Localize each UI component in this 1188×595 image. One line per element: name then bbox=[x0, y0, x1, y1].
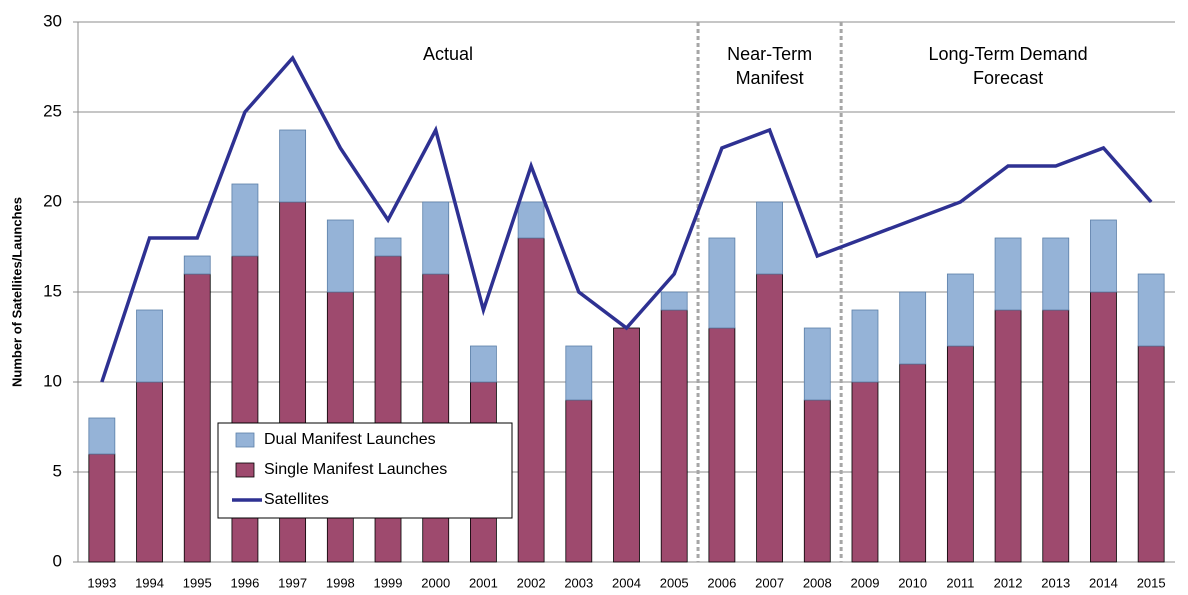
x-tick-label: 1998 bbox=[326, 575, 355, 590]
x-tick-label: 2004 bbox=[612, 575, 641, 590]
x-tick-label: 1994 bbox=[135, 575, 164, 590]
bar-segment bbox=[899, 291, 927, 365]
x-tick-label: 2015 bbox=[1137, 575, 1166, 590]
bar-segment bbox=[565, 399, 593, 563]
y-tick-label: 20 bbox=[43, 191, 62, 210]
x-tick-label: 2000 bbox=[421, 575, 450, 590]
bar-segment bbox=[803, 399, 831, 563]
y-axis-title: Number of Satellites/Launches bbox=[9, 197, 24, 387]
bar-segment bbox=[946, 273, 974, 347]
bar-segment bbox=[994, 309, 1022, 563]
x-tick-label: 2003 bbox=[564, 575, 593, 590]
region-label: Near-Term bbox=[727, 44, 812, 64]
x-tick-label: 1997 bbox=[278, 575, 307, 590]
bar-segment bbox=[756, 201, 783, 275]
x-tick-label: 1993 bbox=[87, 575, 116, 590]
bar-segment bbox=[899, 363, 927, 563]
bar-segment bbox=[660, 291, 688, 311]
x-tick-label: 2008 bbox=[803, 575, 832, 590]
bar-segment bbox=[136, 309, 163, 383]
bar-segment bbox=[231, 183, 259, 257]
x-tick-label: 2009 bbox=[851, 575, 880, 590]
bar-segment bbox=[994, 237, 1022, 311]
bar-segment bbox=[88, 417, 116, 455]
bar-segment bbox=[708, 237, 736, 329]
legend-label: Satellites bbox=[264, 491, 329, 508]
bar-segment bbox=[851, 309, 879, 383]
x-tick-label: 1995 bbox=[183, 575, 212, 590]
region-label: Long-Term Demand bbox=[929, 44, 1088, 64]
x-tick-label: 2007 bbox=[755, 575, 784, 590]
bar-segment bbox=[565, 345, 593, 401]
bar-segment bbox=[374, 237, 402, 257]
bar-segment bbox=[1042, 237, 1070, 311]
x-tick-label: 1999 bbox=[374, 575, 403, 590]
legend-box bbox=[217, 422, 513, 519]
x-tick-label: 2001 bbox=[469, 575, 498, 590]
y-tick-label: 30 bbox=[43, 11, 62, 30]
bar-segment bbox=[613, 327, 640, 563]
bar-segment bbox=[183, 273, 211, 563]
y-tick-label: 15 bbox=[43, 281, 62, 300]
legend-swatch bbox=[235, 462, 255, 478]
y-tick-label: 25 bbox=[43, 101, 62, 120]
x-tick-label: 2014 bbox=[1089, 575, 1118, 590]
y-tick-label: 5 bbox=[53, 461, 62, 480]
bar-segment bbox=[517, 237, 545, 563]
legend-label: Dual Manifest Launches bbox=[264, 431, 436, 448]
region-label: Manifest bbox=[736, 68, 804, 88]
legend-label: Single Manifest Launches bbox=[264, 461, 447, 478]
x-tick-label: 2002 bbox=[517, 575, 546, 590]
bar-segment bbox=[326, 219, 354, 293]
x-tick-label: 2013 bbox=[1041, 575, 1070, 590]
x-tick-label: 2005 bbox=[660, 575, 689, 590]
legend-swatch bbox=[235, 432, 255, 448]
region-label: Actual bbox=[423, 44, 473, 64]
x-tick-label: 1996 bbox=[230, 575, 259, 590]
bar-segment bbox=[470, 345, 497, 383]
x-tick-label: 2010 bbox=[898, 575, 927, 590]
x-tick-label: 2006 bbox=[707, 575, 736, 590]
y-tick-label: 0 bbox=[53, 551, 62, 570]
bar-segment bbox=[1090, 219, 1117, 293]
x-tick-label: 2011 bbox=[946, 575, 974, 590]
bar-segment bbox=[517, 201, 545, 239]
bar-segment bbox=[756, 273, 783, 563]
x-tick-label: 2012 bbox=[994, 575, 1023, 590]
bar-segment bbox=[88, 453, 116, 563]
bar-segment bbox=[422, 201, 450, 275]
bar-segment bbox=[660, 309, 688, 563]
bar-segment bbox=[183, 255, 211, 275]
bar-segment bbox=[136, 381, 163, 563]
region-label: Forecast bbox=[973, 68, 1043, 88]
bar-segment bbox=[708, 327, 736, 563]
bar-segment bbox=[851, 381, 879, 563]
y-tick-label: 10 bbox=[43, 371, 62, 390]
bar-segment bbox=[1090, 291, 1117, 563]
bar-segment bbox=[946, 345, 974, 563]
bar-segment bbox=[1042, 309, 1070, 563]
bar-segment bbox=[1137, 273, 1165, 347]
bar-segment bbox=[1137, 345, 1165, 563]
line-series bbox=[100, 54, 1153, 383]
bar-segment bbox=[422, 273, 450, 563]
bar-segment bbox=[279, 129, 307, 203]
bar-segment bbox=[803, 327, 831, 401]
